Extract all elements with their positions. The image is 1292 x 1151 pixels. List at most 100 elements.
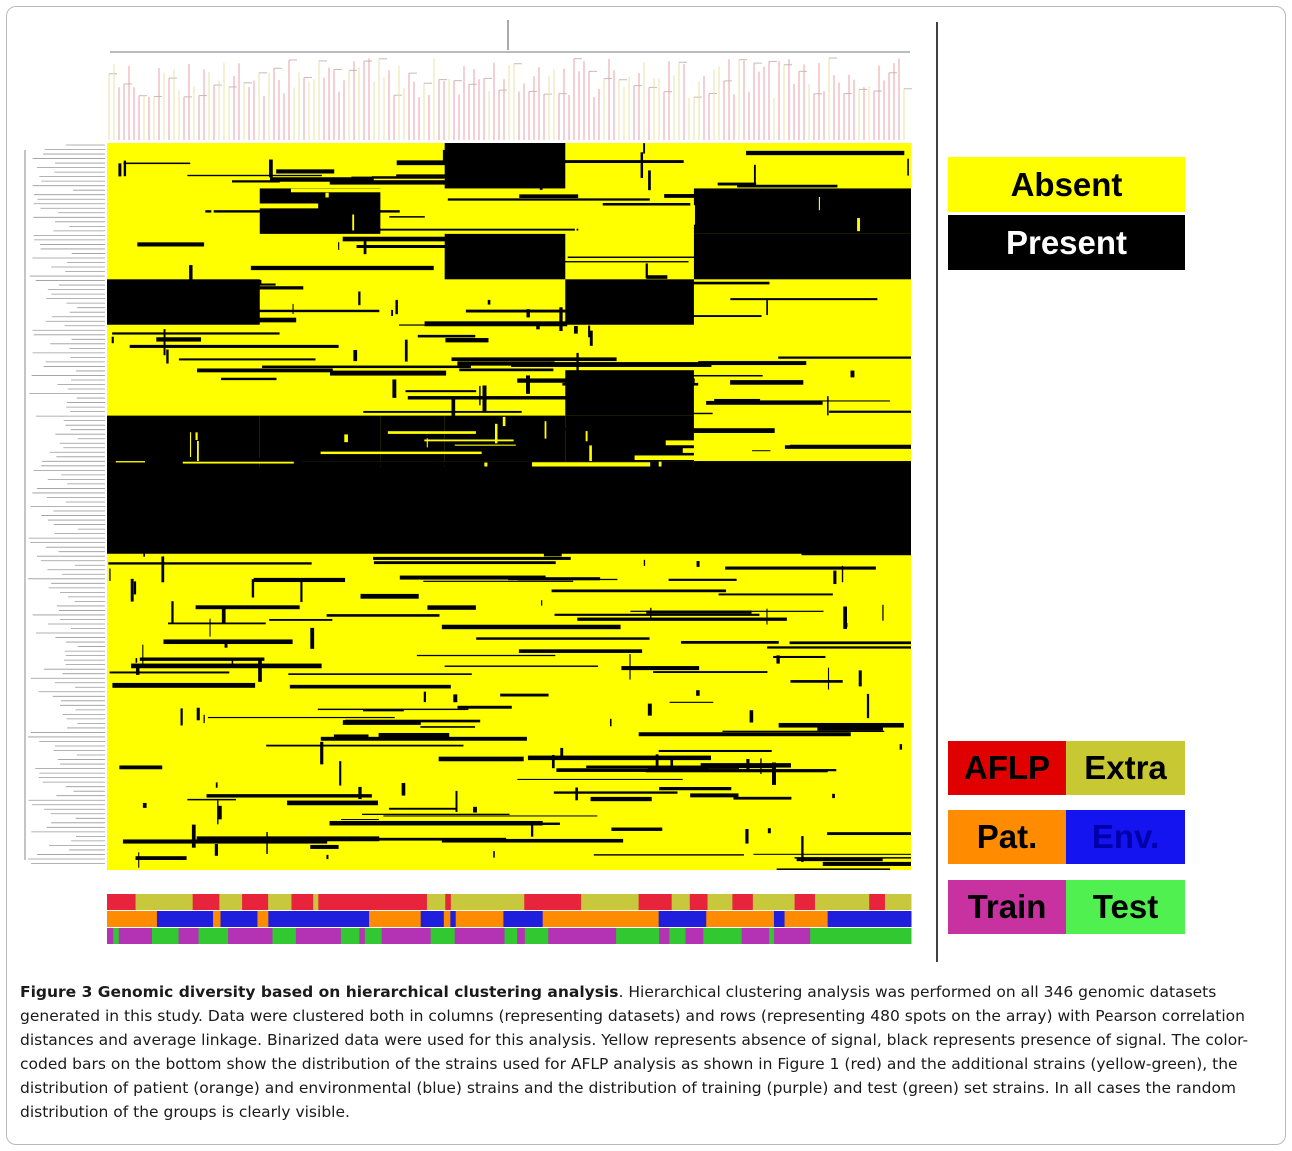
heatmap-tick bbox=[544, 421, 547, 439]
group-bar-segment bbox=[151, 928, 180, 944]
group-bar-segment bbox=[312, 911, 344, 927]
heatmap-tick bbox=[696, 690, 700, 696]
group-bar-segment bbox=[261, 894, 269, 910]
heatmap-tick bbox=[589, 330, 593, 346]
heatmap-tick bbox=[135, 666, 140, 675]
heatmap-tick bbox=[772, 762, 776, 785]
heatmap-stripe bbox=[423, 580, 574, 582]
heatmap-block bbox=[565, 370, 694, 416]
heatmap-tick bbox=[589, 445, 592, 463]
heatmap-stripe bbox=[784, 444, 911, 449]
heatmap-stripe bbox=[417, 334, 476, 338]
heatmap-block bbox=[444, 233, 566, 280]
heatmap-tick bbox=[109, 568, 111, 581]
heatmap-stripe bbox=[753, 853, 911, 855]
group-bar-segment bbox=[242, 894, 263, 910]
group-bar-segment bbox=[369, 911, 400, 927]
group-bar-segment bbox=[436, 911, 445, 927]
heatmap-tick bbox=[196, 441, 199, 465]
heatmap-stripe bbox=[192, 203, 319, 209]
legend-aflp: AFLP bbox=[948, 741, 1066, 795]
heatmap-stripe bbox=[206, 794, 372, 798]
heatmap-block bbox=[565, 415, 694, 462]
heatmap-stripe bbox=[441, 624, 621, 630]
heatmap-stripe bbox=[827, 832, 911, 836]
heatmap-tick bbox=[251, 579, 255, 598]
heatmap-stripe bbox=[646, 275, 668, 279]
group-bar-segment bbox=[565, 928, 573, 944]
heatmap-tick bbox=[163, 329, 166, 356]
heatmap-stripe bbox=[460, 218, 609, 224]
group-bar-segment bbox=[524, 928, 543, 944]
legend-extra: Extra bbox=[1066, 741, 1185, 795]
heatmap-stripe bbox=[178, 358, 316, 361]
heatmap-stripe bbox=[556, 768, 709, 772]
heatmap-stripe bbox=[567, 256, 699, 258]
heatmap-stripe bbox=[320, 451, 482, 455]
heatmap-stripe bbox=[115, 461, 146, 463]
heatmap-stripe bbox=[238, 283, 276, 286]
heatmap-tick bbox=[392, 379, 397, 398]
group-bar-segment bbox=[706, 911, 736, 927]
heatmap-stripe bbox=[387, 431, 476, 434]
heatmap-block bbox=[259, 415, 381, 462]
heatmap-tick bbox=[266, 832, 268, 854]
heatmap-stripe bbox=[543, 553, 562, 557]
group-bar-segment bbox=[638, 894, 648, 910]
heatmap-stripe bbox=[447, 198, 650, 201]
group-bar-segment bbox=[232, 894, 243, 910]
heatmap-tick bbox=[451, 398, 456, 420]
heatmap-stripe bbox=[630, 610, 824, 612]
heatmap-stripe bbox=[320, 736, 527, 741]
group-bar-segment bbox=[472, 894, 497, 910]
heatmap-stripe bbox=[345, 719, 481, 723]
heatmap-stripe bbox=[139, 657, 265, 661]
heatmap-stripe bbox=[424, 439, 514, 442]
heatmap-stripe bbox=[669, 315, 762, 317]
heatmap-tick bbox=[648, 170, 651, 191]
group-bar-segment bbox=[810, 928, 842, 944]
heatmap-stripe bbox=[205, 279, 262, 284]
group-bar-segment bbox=[454, 928, 474, 944]
heatmap-stripe bbox=[700, 763, 791, 768]
heatmap-stripe bbox=[519, 194, 579, 199]
heatmap-stripe bbox=[269, 618, 333, 621]
heatmap-stripe bbox=[266, 744, 464, 747]
heatmap-tick bbox=[745, 829, 749, 844]
group-bar-segment bbox=[689, 894, 709, 910]
heatmap-tick bbox=[637, 395, 642, 415]
heatmap-stripe bbox=[182, 461, 294, 464]
group-bar-segment bbox=[571, 928, 594, 944]
heatmap-tick bbox=[189, 265, 193, 283]
heatmap-stripe bbox=[168, 622, 266, 625]
heatmap-stripe bbox=[163, 639, 293, 645]
heatmap-tick bbox=[841, 565, 844, 583]
heatmap-stripe bbox=[220, 377, 277, 381]
heatmap-tick bbox=[339, 761, 342, 786]
group-bar-segment bbox=[107, 894, 131, 910]
heatmap-stripe bbox=[420, 726, 476, 728]
heatmap-stripe bbox=[364, 228, 579, 231]
group-bar-segment bbox=[548, 928, 567, 944]
legend-test: Test bbox=[1066, 880, 1185, 934]
heatmap-tick bbox=[747, 259, 749, 268]
group-bar-segment bbox=[592, 928, 599, 944]
group-bar-segment bbox=[524, 894, 529, 910]
heatmap-stripe bbox=[778, 722, 904, 728]
group-bar-segment bbox=[482, 928, 497, 944]
group-bar-segment bbox=[430, 928, 456, 944]
group-bar-segment bbox=[295, 928, 324, 944]
heatmap-tick bbox=[217, 800, 219, 825]
heatmap-tick bbox=[218, 805, 222, 820]
heatmap-tick bbox=[675, 393, 677, 406]
heatmap-tick bbox=[647, 703, 652, 716]
heatmap-tick bbox=[844, 622, 848, 628]
heatmap-tick bbox=[850, 370, 855, 378]
heatmap-stripe bbox=[728, 248, 901, 253]
heatmap-tick bbox=[536, 324, 540, 330]
heatmap-stripe bbox=[722, 730, 885, 733]
heatmap-stripe bbox=[526, 428, 665, 431]
legend-present-label: Present bbox=[1005, 223, 1128, 261]
heatmap-tick bbox=[169, 280, 173, 287]
group-bar-segment bbox=[257, 911, 269, 927]
